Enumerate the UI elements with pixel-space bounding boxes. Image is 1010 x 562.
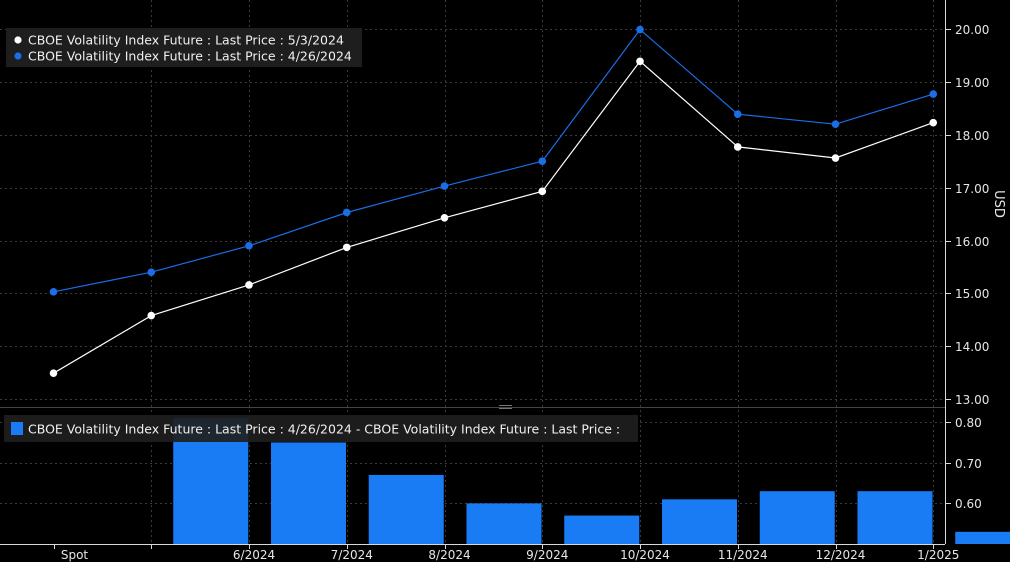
data-point: [147, 311, 156, 320]
y-tick-label: 15.00: [955, 287, 989, 301]
y-tick-label: 13.00: [955, 393, 989, 407]
data-point: [831, 120, 840, 129]
x-tick-label: 6/2024: [233, 548, 275, 562]
legend-label-series-1: CBOE Volatility Index Future : Last Pric…: [28, 33, 344, 48]
data-point: [440, 213, 449, 222]
data-point: [929, 118, 938, 127]
bar: [271, 442, 346, 544]
y-tick-label: 14.00: [955, 340, 989, 354]
data-point: [49, 287, 58, 296]
x-tick-label: 11/2024: [718, 548, 768, 562]
bottom-legend: CBOE Volatility Index Future : Last Pric…: [4, 415, 638, 442]
data-point: [929, 90, 938, 98]
top-y-axis: 13.00 14.00 15.00 16.00 17.00 18.00 19.00 20.00: [945, 23, 989, 407]
data-point: [342, 208, 351, 217]
x-tick-label: 12/2024: [816, 548, 866, 562]
x-tick-label: 1/2025: [917, 548, 959, 562]
line-series-group: [49, 25, 938, 377]
legend-label-series-2: CBOE Volatility Index Future : Last Pric…: [28, 49, 352, 64]
series-line-5-3-2024: [53, 60, 934, 374]
bar: [564, 515, 640, 544]
data-point: [538, 157, 547, 166]
bottom-y-axis: 0.80 0.70 0.60: [945, 416, 982, 511]
data-point: [147, 268, 156, 277]
data-point: [538, 187, 547, 196]
x-tick-label: Spot: [61, 548, 89, 562]
legend-marker-blue: [14, 52, 22, 60]
bar: [759, 491, 835, 544]
y-tick-label: 0.70: [955, 457, 982, 471]
bar: [857, 491, 933, 544]
data-point: [733, 143, 742, 151]
data-point: [636, 25, 644, 34]
legend-marker-bar: [11, 422, 23, 435]
data-point: [245, 241, 253, 250]
data-point: [245, 281, 253, 289]
y-tick-label: 18.00: [955, 129, 989, 143]
x-axis: Spot 6/2024 7/2024 8/2024 9/2024 10/2024 11/20…: [54, 544, 959, 562]
y-tick-label: 19.00: [955, 76, 989, 90]
bar: [955, 531, 1010, 544]
legend-marker-white: [14, 36, 22, 44]
bar: [368, 474, 444, 544]
y-tick-label: 0.80: [955, 416, 982, 430]
top-legend: CBOE Volatility Index Future : Last Pric…: [6, 28, 362, 67]
top-legend-background: [6, 28, 362, 67]
data-point: [636, 57, 644, 66]
bar: [662, 499, 737, 544]
legend-label-bar: CBOE Volatility Index Future : Last Pric…: [28, 422, 620, 437]
y-tick-label: 16.00: [955, 235, 989, 249]
y-tick-label: 20.00: [955, 23, 989, 37]
data-point: [831, 154, 840, 162]
y-tick-label: 17.00: [955, 182, 989, 196]
y-axis-label: USD: [991, 190, 1006, 218]
series-line-4-26-2024: [53, 28, 934, 293]
x-tick-label: 10/2024: [620, 548, 670, 562]
x-tick-label: 7/2024: [331, 548, 373, 562]
data-point: [440, 182, 449, 190]
x-tick-label: 8/2024: [428, 548, 470, 562]
bottom-legend-background: [4, 415, 638, 442]
data-point: [342, 243, 351, 252]
x-tick-label: 9/2024: [526, 548, 568, 562]
data-point: [733, 110, 742, 118]
y-tick-label: 0.60: [955, 497, 982, 511]
data-point: [49, 369, 58, 377]
bar: [466, 503, 542, 544]
